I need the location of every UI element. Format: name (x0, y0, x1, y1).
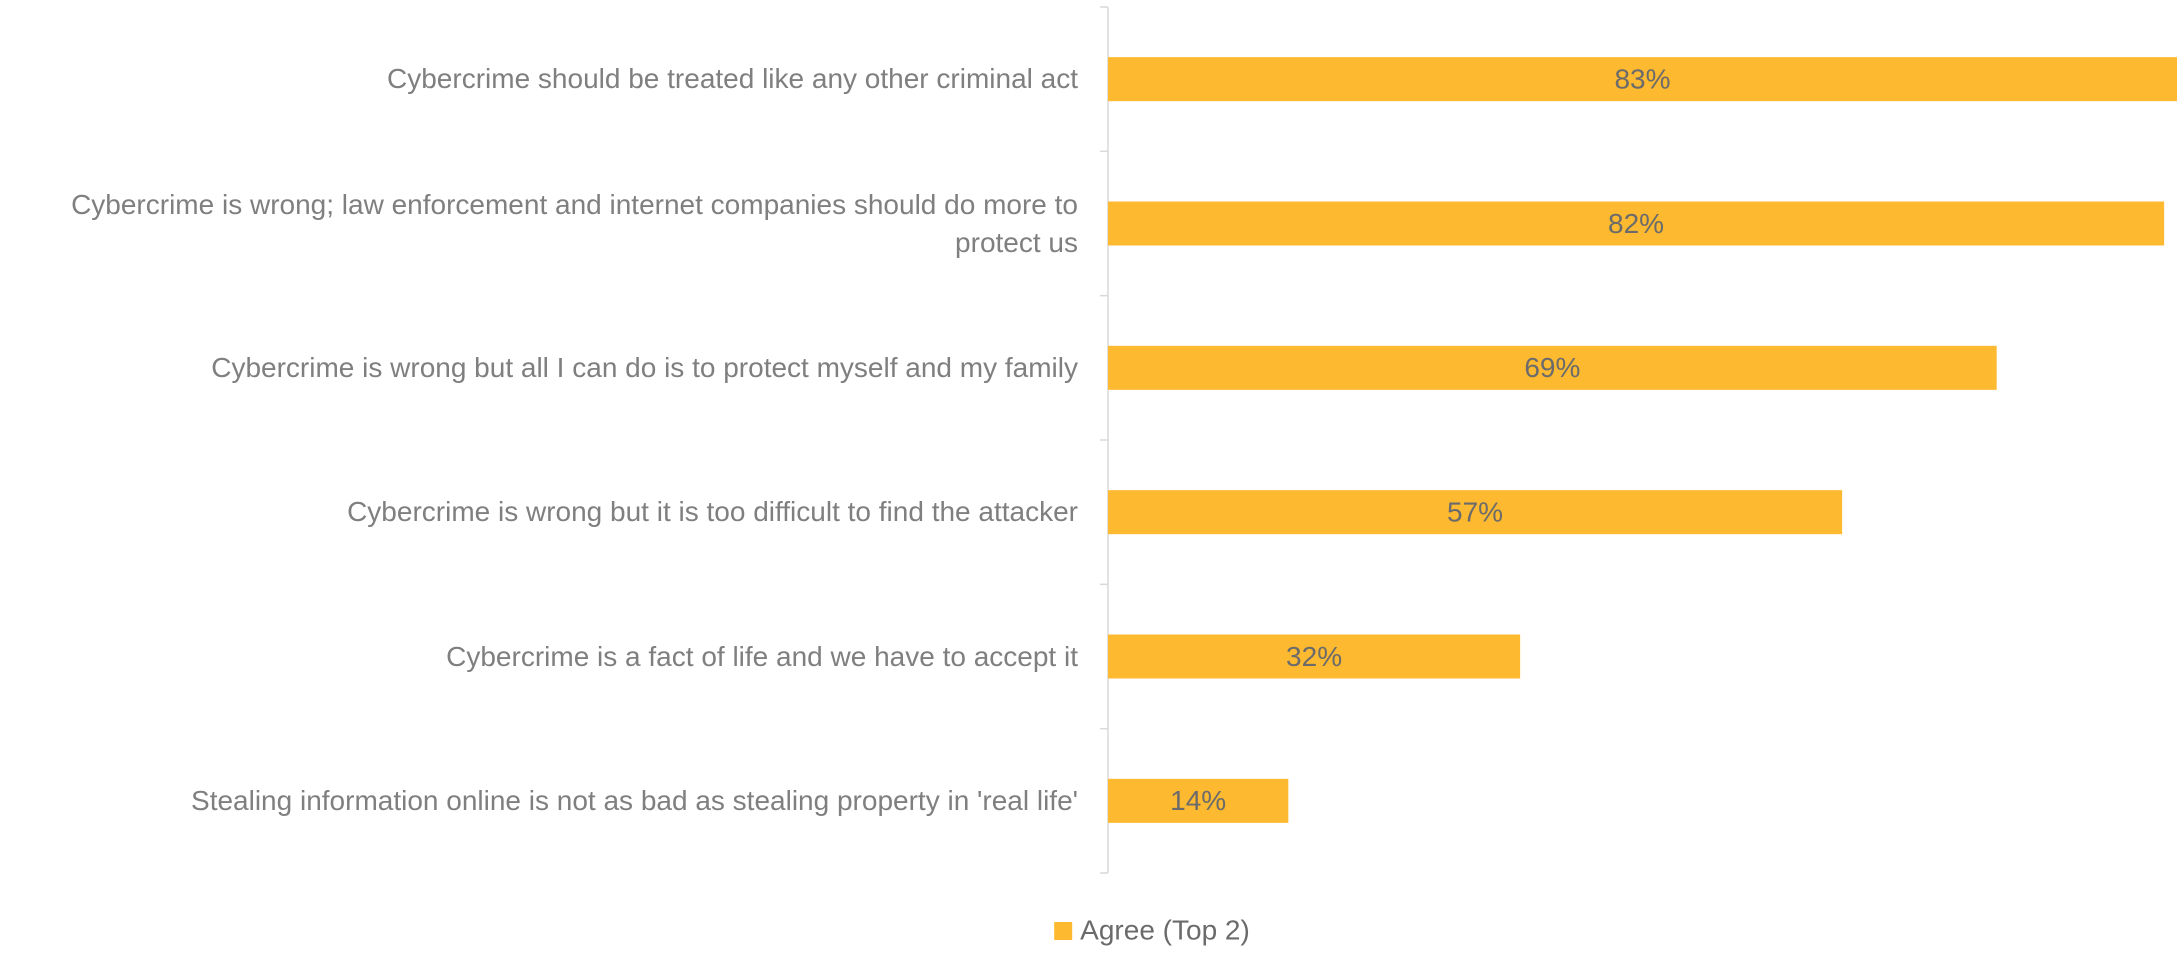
legend-label: Agree (Top 2) (1080, 914, 1250, 945)
bar (1108, 345, 1997, 390)
bar (1108, 57, 2177, 102)
category-label: Stealing information online is not as ba… (191, 784, 1078, 816)
data-label: 32% (1286, 641, 1342, 672)
bar (1108, 634, 1521, 679)
data-label: 69% (1524, 352, 1580, 383)
category-label: Cybercrime should be treated like any ot… (387, 63, 1078, 95)
data-label: 57% (1447, 497, 1503, 528)
bar (1108, 201, 2165, 246)
category-label: Cybercrime is wrong but all I can do is … (211, 351, 1078, 383)
data-label: 83% (1614, 64, 1670, 95)
category-label: Cybercrime is wrong; law enforcement and… (71, 188, 1078, 258)
data-label: 82% (1608, 208, 1664, 239)
bar (1108, 490, 1843, 535)
legend-swatch (1054, 922, 1073, 940)
data-label: 14% (1170, 785, 1226, 816)
category-label: Cybercrime is wrong but it is too diffic… (347, 496, 1078, 528)
bar (1108, 778, 1289, 823)
category-label: Cybercrime is a fact of life and we have… (446, 640, 1078, 672)
